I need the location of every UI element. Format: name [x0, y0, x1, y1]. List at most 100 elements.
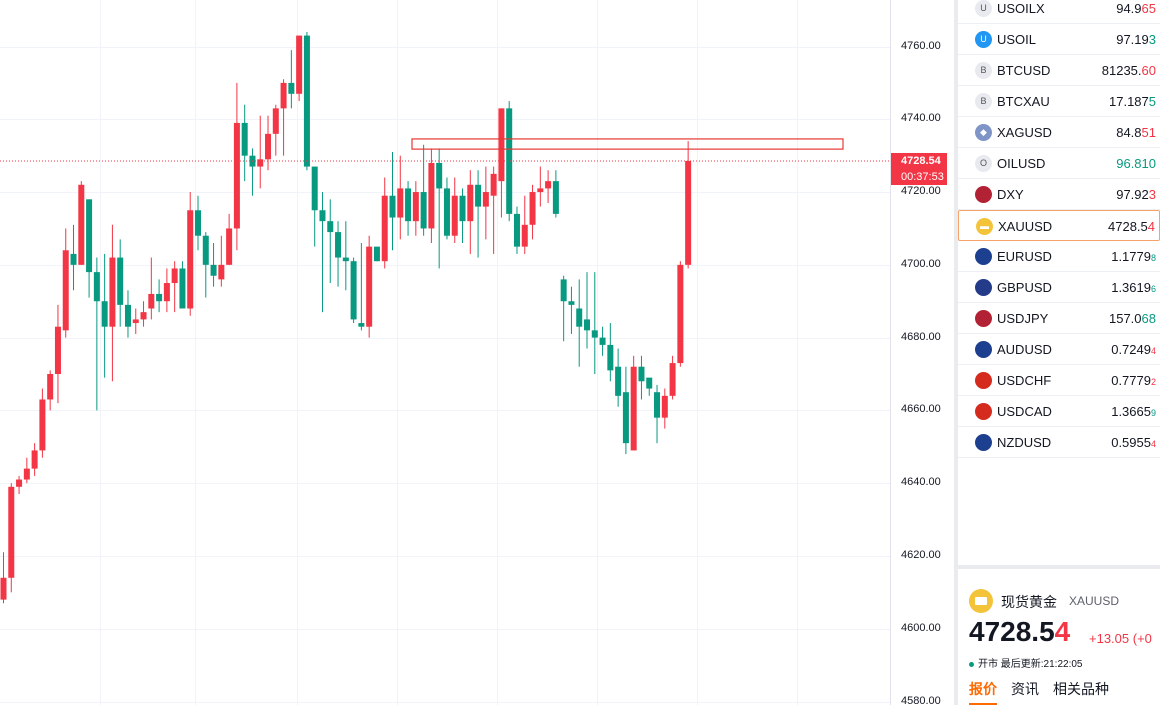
candle-body	[420, 192, 427, 229]
candle-body	[622, 392, 629, 444]
watchlist-symbol: NZDUSD	[997, 435, 1052, 450]
candle-body	[397, 188, 404, 218]
candle-body	[428, 162, 435, 229]
candle-body	[218, 264, 225, 280]
candle-body	[599, 337, 606, 345]
watchlist-symbol: XAGUSD	[997, 125, 1052, 140]
watchlist-price: 0.77792	[1111, 373, 1156, 388]
watchlist-price-change-digits: 60	[1141, 63, 1156, 78]
watchlist-row[interactable]: B BTCUSD 81235.60	[958, 55, 1160, 86]
watchlist-price: 4728.54	[1108, 219, 1155, 234]
candle-body	[584, 319, 590, 331]
candle-body	[405, 188, 412, 222]
watchlist-row[interactable]: U USOIL 97.193	[958, 24, 1160, 55]
usdjpy-flag-icon	[975, 310, 992, 327]
watchlist-row[interactable]: U USOILX 94.965	[958, 0, 1160, 24]
watchlist-symbol: USDCAD	[997, 404, 1052, 419]
watchlist-price-main: 81235.	[1101, 63, 1142, 78]
watchlist-price-main: 0.7249	[1111, 342, 1151, 357]
watchlist-price-change-digits: 5	[1148, 94, 1156, 109]
xagusd-icon: ◆	[975, 124, 992, 141]
candle-body	[132, 319, 139, 324]
watchlist-price: 81235.60	[1102, 63, 1156, 78]
watchlist-price-main: 94.9	[1116, 1, 1142, 16]
nzdusd-flag-icon	[975, 434, 992, 451]
watchlist-price: 157.068	[1109, 311, 1156, 326]
watchlist-price-change-digits: 3	[1148, 32, 1156, 47]
usdchf-flag-icon	[975, 372, 992, 389]
candle-body	[62, 250, 69, 331]
candle-body	[226, 228, 233, 265]
candle-body	[31, 450, 38, 469]
watchlist-price: 94.965	[1116, 1, 1156, 16]
watchlist-price-change-digits: 4	[1150, 439, 1156, 449]
chart-canvas[interactable]	[0, 0, 890, 705]
watchlist-row[interactable]: EURUSD 1.17798	[958, 241, 1160, 272]
tab-related[interactable]: 相关品种	[1053, 681, 1109, 697]
watchlist-symbol: XAUUSD	[998, 219, 1053, 234]
watchlist-price-main: 97.19	[1116, 32, 1149, 47]
btcxau-icon: B	[975, 93, 992, 110]
watchlist-price: 96.810	[1116, 156, 1156, 171]
candle-body	[498, 108, 505, 182]
candle-body	[39, 399, 46, 451]
dxy-flag-icon	[975, 186, 992, 203]
watchlist-price: 17.1875	[1109, 94, 1156, 109]
xauusd-icon: ▬	[976, 218, 993, 235]
candle-body	[560, 279, 567, 302]
price-tick-label: 4680.00	[901, 330, 941, 343]
watchlist-row[interactable]: USDJPY 157.068	[958, 303, 1160, 334]
watchlist-row[interactable]: B BTCXAU 17.1875	[958, 86, 1160, 117]
candle-body	[202, 235, 209, 265]
watchlist-row[interactable]: GBPUSD 1.36196	[958, 272, 1160, 303]
candle-body	[436, 162, 443, 189]
candle-body	[319, 210, 326, 222]
watchlist-row[interactable]: DXY 97.923	[958, 179, 1160, 210]
candle-body	[109, 257, 116, 327]
watchlist-price-main: 0.7779	[1111, 373, 1151, 388]
watchlist-row[interactable]: ▬ XAUUSD 4728.54	[958, 210, 1160, 241]
price-tick-label: 4600.00	[901, 621, 941, 634]
tab-news[interactable]: 资讯	[1011, 681, 1039, 697]
watchlist-row[interactable]: ◆ XAGUSD 84.851	[958, 117, 1160, 148]
candle-body	[389, 195, 396, 218]
candle-body	[303, 35, 310, 167]
candle-body	[615, 366, 622, 396]
candle-body	[443, 188, 450, 236]
watchlist-price-main: 4728.5	[1108, 219, 1148, 234]
candle-body	[179, 268, 186, 309]
candle-body	[654, 392, 661, 418]
candle-body	[257, 159, 264, 167]
watchlist-row[interactable]: USDCAD 1.36659	[958, 396, 1160, 427]
watchlist-row[interactable]: O OILUSD 96.810	[958, 148, 1160, 179]
candle-body	[451, 195, 458, 236]
watchlist-price-change-digits: 4	[1150, 346, 1156, 356]
price-axis[interactable]: 4760.00 4740.00 4720.00 4700.00 4680.00 4660.…	[890, 0, 954, 707]
watchlist-price: 1.36659	[1111, 404, 1156, 419]
price-tick-label: 4720.00	[901, 185, 941, 198]
candle-body	[630, 366, 637, 451]
candle-body	[669, 363, 676, 396]
watchlist-row[interactable]: USDCHF 0.77792	[958, 365, 1160, 396]
watchlist-row[interactable]: NZDUSD 0.59554	[958, 427, 1160, 458]
panel-divider[interactable]	[954, 0, 958, 705]
candle-body	[86, 199, 93, 273]
watchlist-price-change-digits: 51	[1141, 125, 1156, 140]
watchlist-price-main: 1.3665	[1111, 404, 1151, 419]
candle-body	[47, 374, 54, 400]
watchlist-price-main: 157.0	[1108, 311, 1142, 326]
candle-body	[459, 195, 466, 222]
watchlist-symbol: BTCXAU	[997, 94, 1050, 109]
candle-body	[529, 192, 536, 225]
candle-body	[591, 330, 598, 338]
watchlist-price-main: 96.810	[1116, 156, 1156, 171]
audusd-flag-icon	[975, 341, 992, 358]
tab-quote[interactable]: 报价	[969, 679, 997, 705]
candle-body	[568, 301, 575, 305]
price-tick-label: 4660.00	[901, 403, 941, 416]
candle-body	[552, 181, 559, 214]
candle-body	[140, 312, 147, 320]
candlestick-chart[interactable]	[0, 0, 890, 705]
candle-body	[342, 257, 349, 262]
watchlist-row[interactable]: AUDUSD 0.72494	[958, 334, 1160, 365]
